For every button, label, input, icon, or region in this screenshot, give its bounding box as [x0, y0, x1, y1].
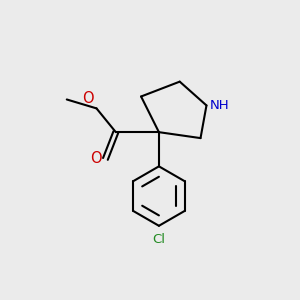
- Text: NH: NH: [209, 99, 229, 112]
- Text: Cl: Cl: [152, 233, 165, 246]
- Text: O: O: [82, 91, 94, 106]
- Text: O: O: [90, 152, 102, 166]
